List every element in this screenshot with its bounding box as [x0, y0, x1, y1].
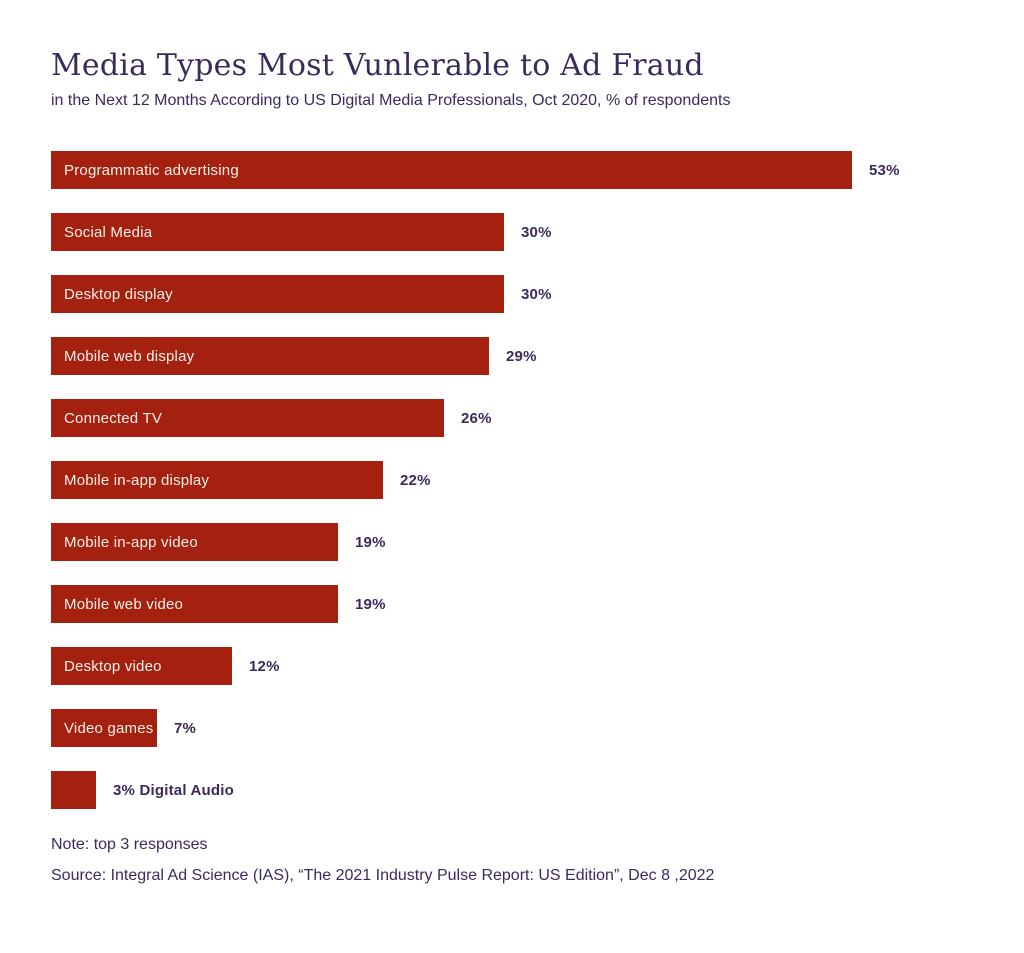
bar-row: Programmatic advertising 53% — [51, 151, 984, 189]
page: Media Types Most Vunlerable to Ad Fraud … — [51, 48, 984, 886]
bar-category-label: Programmatic advertising — [64, 161, 239, 179]
chart-note: Note: top 3 responses — [51, 836, 208, 853]
bar-category-label: Desktop video — [64, 657, 162, 675]
chart-title: Media Types Most Vunlerable to Ad Fraud — [51, 48, 704, 83]
bar: Desktop display — [51, 275, 504, 313]
bar-value-label: 19% — [355, 595, 386, 613]
bar-value-label: 29% — [506, 347, 537, 365]
bar-value-label: 26% — [461, 409, 492, 427]
bar-value-label: 30% — [521, 223, 552, 241]
bar-category-label: Mobile web display — [64, 347, 195, 365]
bar-category-label: Social Media — [64, 223, 153, 241]
bar-row: Video games 7% — [51, 709, 984, 747]
bar-value-label: 30% — [521, 285, 552, 303]
bar: Mobile in-app display — [51, 461, 383, 499]
bar-row: Connected TV 26% — [51, 399, 984, 437]
bar-value-label: 7% — [174, 719, 197, 737]
bar: Social Media — [51, 213, 504, 251]
bar-category-label: Video games — [64, 719, 154, 737]
bar: Mobile web video — [51, 585, 338, 623]
bar: Desktop video — [51, 647, 232, 685]
bar-row: Mobile web display 29% — [51, 337, 984, 375]
bar-category-label: Mobile in-app video — [64, 533, 198, 551]
bar-row: Mobile web video 19% — [51, 585, 984, 623]
bar: Programmatic advertising — [51, 151, 852, 189]
chart-source: Source: Integral Ad Science (IAS), “The … — [51, 867, 715, 884]
bar-row: Desktop video 12% — [51, 647, 984, 685]
bar-row: Desktop display 30% — [51, 275, 984, 313]
bar: Mobile in-app video — [51, 523, 338, 561]
bar-value-label: 22% — [400, 471, 431, 489]
chart-subtitle: in the Next 12 Months According to US Di… — [51, 92, 731, 109]
bar-category-label: Mobile in-app display — [64, 471, 210, 489]
bar — [51, 771, 96, 809]
bar-category-label: Connected TV — [64, 409, 163, 427]
bar: Mobile web display — [51, 337, 489, 375]
footnotes: Note: top 3 responses Source: Integral A… — [51, 835, 984, 886]
bar-row: 3% Digital Audio — [51, 771, 984, 809]
bar-value-label: 12% — [249, 657, 280, 675]
bar-category-label: Desktop display — [64, 285, 173, 303]
bar-category-label: Mobile web video — [64, 595, 184, 613]
bar-chart: Programmatic advertising 53% Social Medi… — [51, 151, 984, 809]
bar-value-label: 19% — [355, 533, 386, 551]
bar-value-label: 53% — [869, 161, 900, 179]
bar-row: Mobile in-app video 19% — [51, 523, 984, 561]
bar: Connected TV — [51, 399, 444, 437]
bar: Video games — [51, 709, 157, 747]
bar-row: Mobile in-app display 22% — [51, 461, 984, 499]
bar-value-label: 3% Digital Audio — [113, 781, 234, 799]
bar-row: Social Media 30% — [51, 213, 984, 251]
